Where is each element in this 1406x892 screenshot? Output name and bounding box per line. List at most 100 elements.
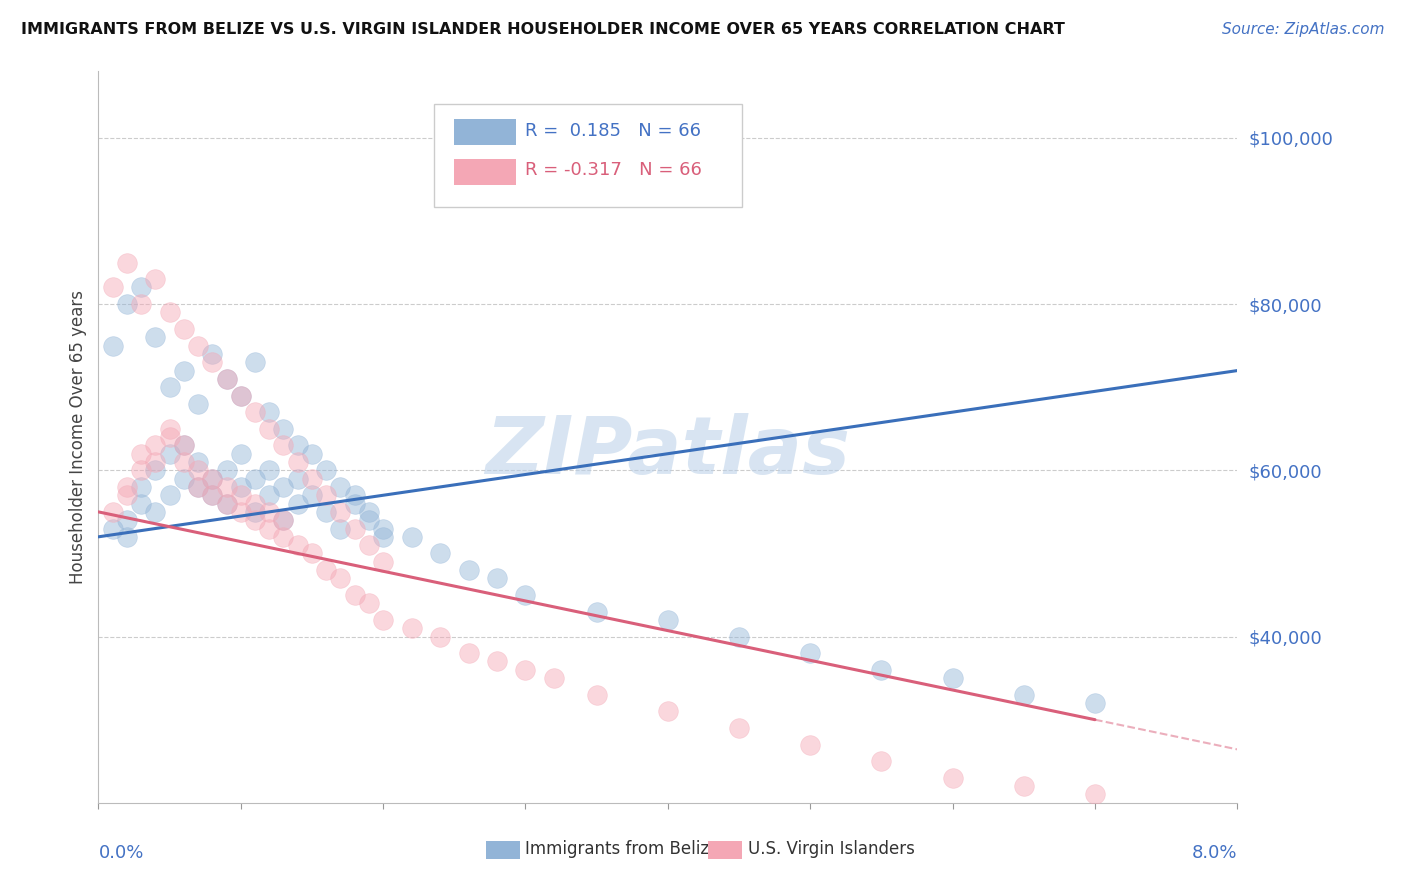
Point	[287, 497, 309, 511]
Point	[273, 480, 295, 494]
Point	[728, 721, 751, 735]
Point	[870, 754, 893, 768]
Point	[201, 488, 224, 502]
Point	[259, 422, 281, 436]
Point	[115, 255, 138, 269]
Point	[243, 497, 266, 511]
Point	[229, 480, 252, 494]
Point	[201, 472, 224, 486]
Point	[486, 571, 509, 585]
Point	[799, 646, 821, 660]
Point	[273, 530, 295, 544]
Point	[187, 397, 209, 411]
Point	[657, 613, 679, 627]
Text: 0.0%: 0.0%	[98, 845, 143, 863]
Point	[273, 422, 295, 436]
Point	[301, 447, 323, 461]
Bar	[454, 159, 516, 185]
Point	[259, 521, 281, 535]
Point	[215, 480, 238, 494]
Point	[343, 488, 366, 502]
Point	[173, 322, 195, 336]
Point	[457, 563, 479, 577]
Point	[243, 355, 266, 369]
Point	[229, 488, 252, 502]
Point	[243, 505, 266, 519]
Point	[215, 372, 238, 386]
Point	[101, 521, 124, 535]
Point	[585, 688, 607, 702]
Point	[129, 447, 152, 461]
Point	[486, 655, 509, 669]
Point	[101, 339, 124, 353]
Point	[457, 646, 479, 660]
Bar	[707, 841, 742, 859]
Point	[315, 488, 337, 502]
Point	[229, 447, 252, 461]
Point	[1084, 788, 1107, 802]
Point	[543, 671, 565, 685]
Point	[515, 663, 537, 677]
Point	[343, 588, 366, 602]
Point	[1012, 688, 1035, 702]
Point	[259, 463, 281, 477]
Point	[585, 605, 607, 619]
Point	[259, 505, 281, 519]
Point	[201, 347, 224, 361]
Point	[115, 488, 138, 502]
Text: Immigrants from Belize: Immigrants from Belize	[526, 840, 720, 858]
Point	[273, 513, 295, 527]
Point	[187, 463, 209, 477]
Point	[287, 472, 309, 486]
Point	[343, 497, 366, 511]
Text: U.S. Virgin Islanders: U.S. Virgin Islanders	[748, 840, 914, 858]
Point	[287, 438, 309, 452]
Point	[315, 505, 337, 519]
Point	[215, 463, 238, 477]
Point	[301, 546, 323, 560]
Point	[329, 521, 352, 535]
Point	[145, 455, 167, 469]
Point	[357, 513, 380, 527]
Text: Source: ZipAtlas.com: Source: ZipAtlas.com	[1222, 22, 1385, 37]
Point	[159, 447, 181, 461]
Point	[201, 488, 224, 502]
Point	[229, 388, 252, 402]
Point	[259, 488, 281, 502]
Point	[173, 438, 195, 452]
Point	[401, 530, 423, 544]
Point	[429, 546, 451, 560]
Point	[301, 472, 323, 486]
Point	[173, 455, 195, 469]
Point	[287, 538, 309, 552]
Point	[1012, 779, 1035, 793]
Point	[273, 513, 295, 527]
Point	[329, 505, 352, 519]
Point	[201, 355, 224, 369]
Point	[343, 521, 366, 535]
Y-axis label: Householder Income Over 65 years: Householder Income Over 65 years	[69, 290, 87, 584]
Text: R = -0.317   N = 66: R = -0.317 N = 66	[526, 161, 703, 179]
Point	[145, 505, 167, 519]
Text: 8.0%: 8.0%	[1192, 845, 1237, 863]
Point	[371, 521, 394, 535]
FancyBboxPatch shape	[434, 104, 742, 207]
Bar	[485, 841, 520, 859]
Point	[799, 738, 821, 752]
Point	[273, 438, 295, 452]
Point	[187, 455, 209, 469]
Point	[243, 472, 266, 486]
Point	[145, 272, 167, 286]
Point	[942, 771, 965, 785]
Point	[259, 405, 281, 419]
Point	[159, 305, 181, 319]
Point	[301, 488, 323, 502]
Point	[101, 505, 124, 519]
Point	[129, 463, 152, 477]
Point	[145, 330, 167, 344]
Point	[401, 621, 423, 635]
Point	[145, 463, 167, 477]
Point	[371, 530, 394, 544]
Point	[115, 530, 138, 544]
Point	[329, 571, 352, 585]
